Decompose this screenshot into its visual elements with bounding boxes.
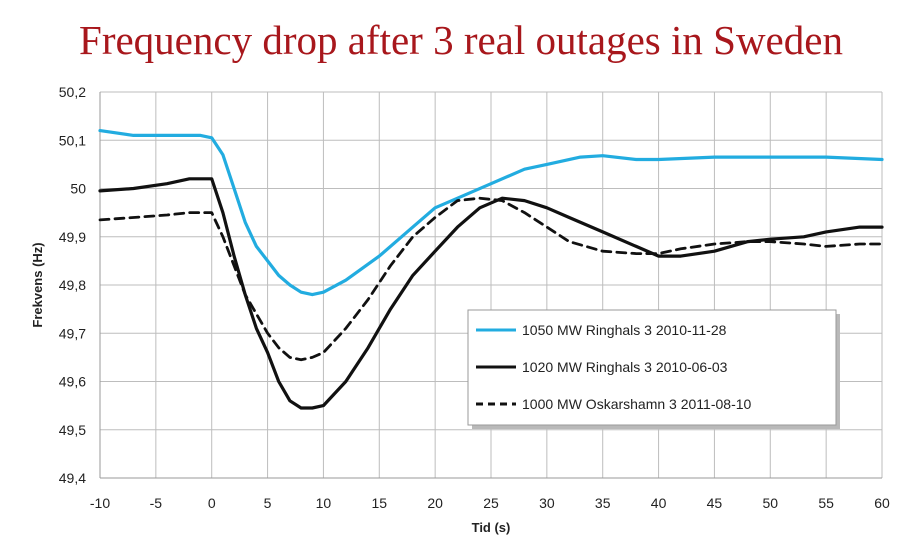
y-tick-label: 49,7 xyxy=(59,325,86,341)
x-tick-label: 50 xyxy=(762,495,778,511)
series-lines xyxy=(98,129,884,410)
x-tick-label: -10 xyxy=(90,495,110,511)
y-tick-label: 50,1 xyxy=(59,132,86,148)
x-tick-label: 30 xyxy=(539,495,555,511)
legend-label-3: 1000 MW Oskarshamn 3 2011-08-10 xyxy=(522,396,752,412)
series-line-2 xyxy=(98,177,884,410)
x-tick-label: 20 xyxy=(427,495,443,511)
y-axis-title: Frekvens (Hz) xyxy=(30,242,45,327)
legend-label-1: 1050 MW Ringhals 3 2010-11-28 xyxy=(522,322,727,338)
x-tick-label: 35 xyxy=(595,495,611,511)
axes: -10 -5 0 5 10 15 20 25 30 35 40 45 50 55 60 49,4 49,5 49,… xyxy=(30,84,890,535)
y-tick-label: 49,5 xyxy=(59,422,86,438)
x-tick-label: 55 xyxy=(818,495,834,511)
x-tick-label: 10 xyxy=(316,495,332,511)
y-tick-label: 50 xyxy=(70,181,86,197)
x-tick-label: 45 xyxy=(707,495,723,511)
y-tick-label: 49,6 xyxy=(59,374,86,390)
x-tick-label: 60 xyxy=(874,495,890,511)
y-tick-label: 49,4 xyxy=(59,470,86,486)
y-tick-label: 49,8 xyxy=(59,277,86,293)
legend: 1050 MW Ringhals 3 2010-11-28 1020 MW Rin… xyxy=(467,309,840,429)
x-tick-label: 15 xyxy=(371,495,387,511)
y-tick-label: 50,2 xyxy=(59,84,86,100)
series-line-1 xyxy=(98,129,884,297)
x-tick-label: 25 xyxy=(483,495,499,511)
y-tick-label: 49,9 xyxy=(59,229,86,245)
x-axis-title: Tid (s) xyxy=(472,520,511,535)
legend-label-2: 1020 MW Ringhals 3 2010-06-03 xyxy=(522,359,728,375)
x-tick-label: 40 xyxy=(651,495,667,511)
legend-box xyxy=(467,309,837,426)
x-tick-label: 0 xyxy=(208,495,216,511)
series-line-3 xyxy=(98,196,884,362)
x-tick-label: -5 xyxy=(150,495,163,511)
chart-title: Frequency drop after 3 real outages in S… xyxy=(79,17,843,63)
x-tick-label: 5 xyxy=(264,495,272,511)
